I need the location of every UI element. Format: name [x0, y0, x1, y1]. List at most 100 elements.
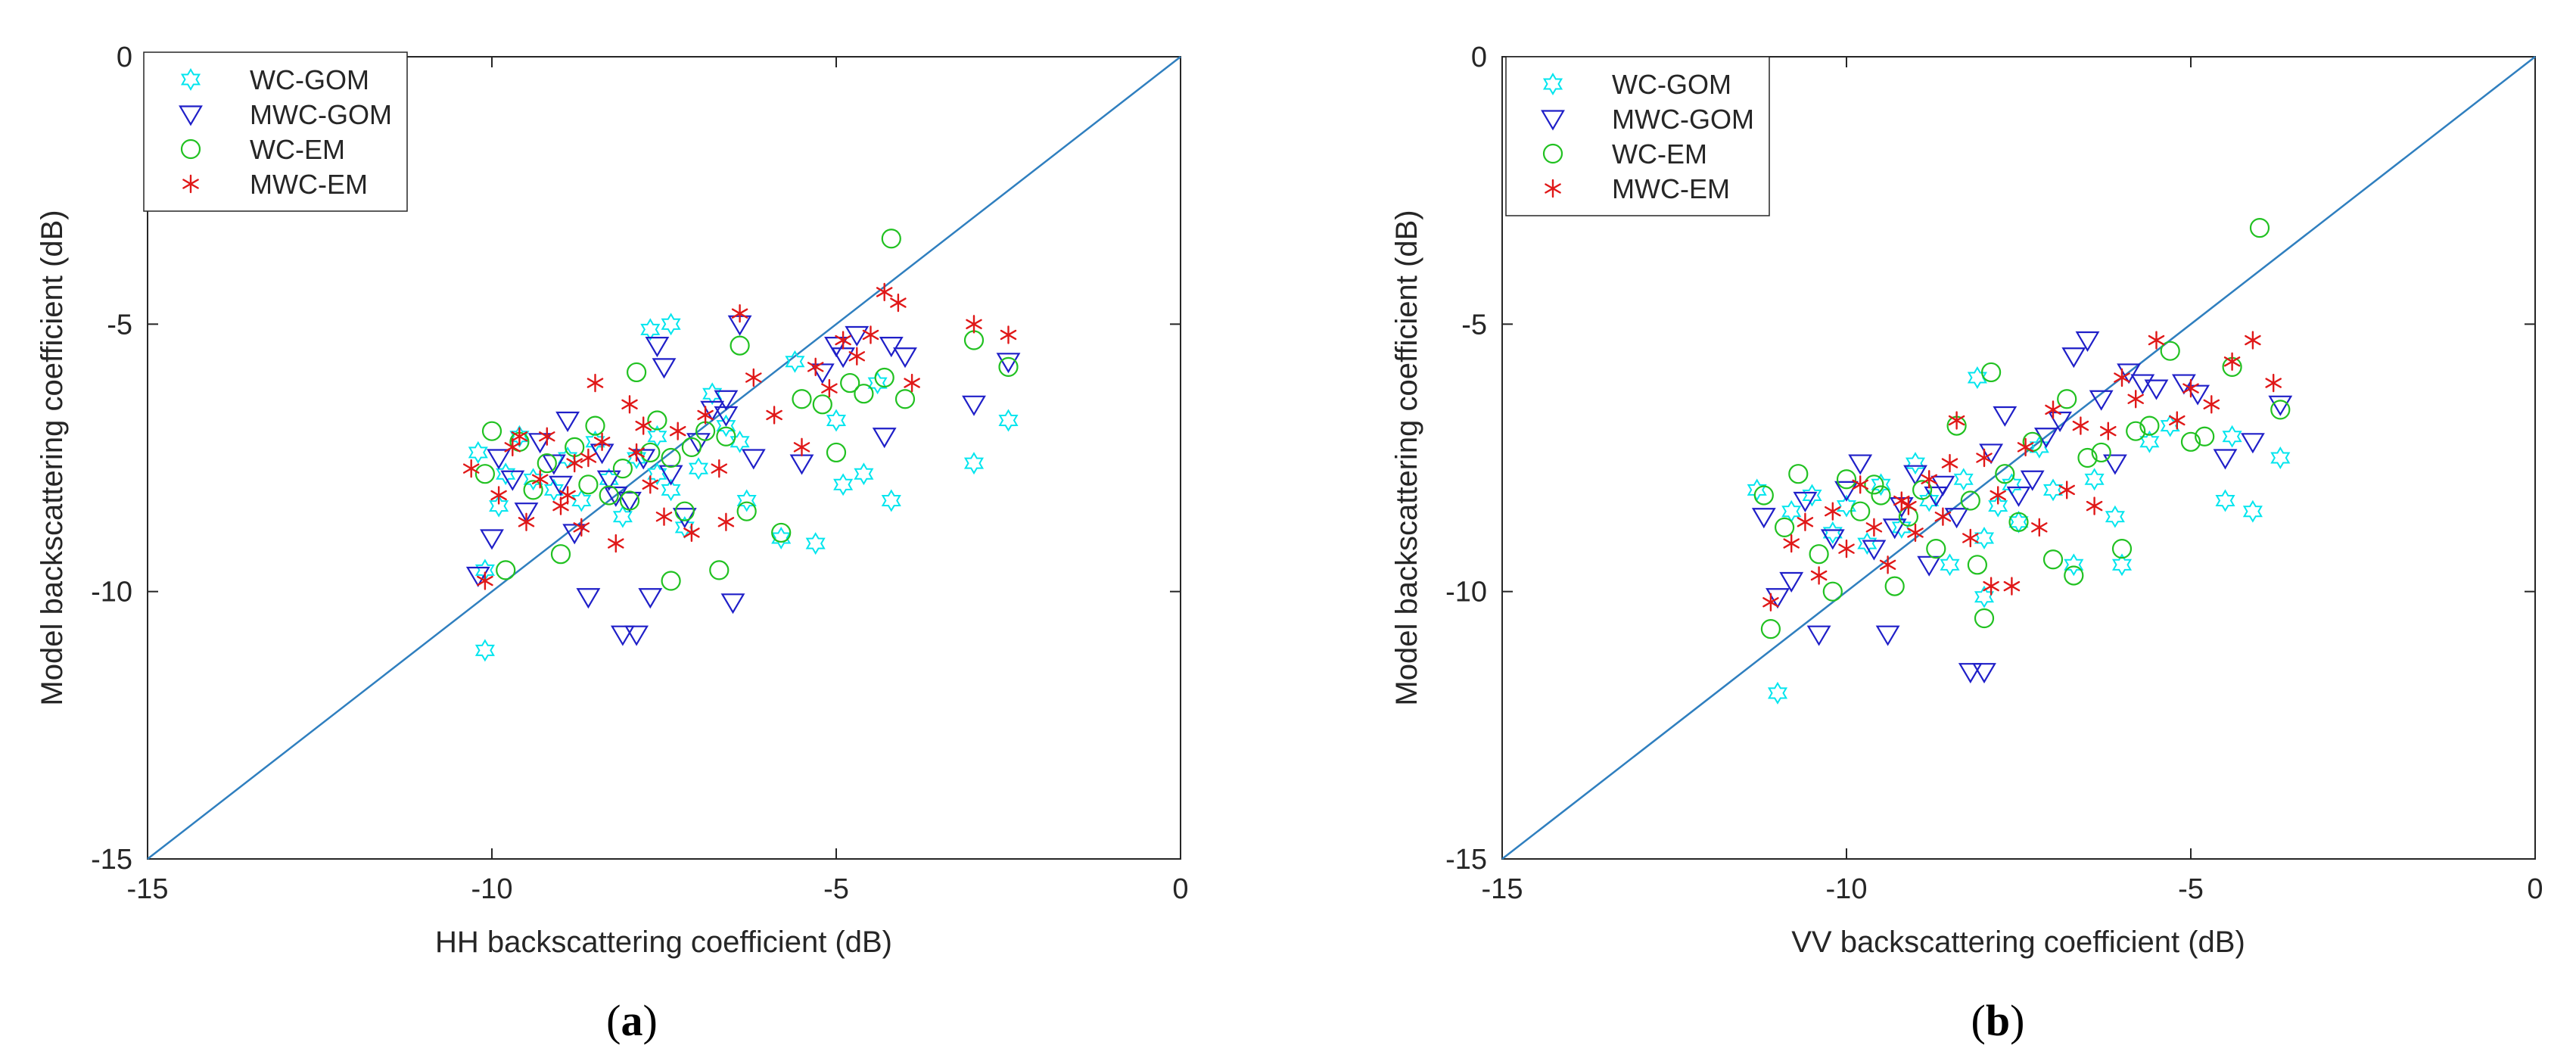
data-point — [2242, 499, 2263, 523]
data-point — [1995, 464, 2015, 484]
data-point — [487, 449, 512, 470]
series-wc-gom — [1747, 366, 2291, 705]
data-point — [2240, 433, 2265, 454]
x-tick-label: 0 — [2527, 873, 2543, 905]
data-point — [608, 534, 624, 553]
data-point — [1779, 571, 1804, 593]
data-point — [785, 350, 805, 373]
data-point — [610, 625, 635, 646]
data-point — [489, 494, 509, 518]
scatter-points — [1747, 218, 2293, 705]
data-point — [716, 414, 736, 437]
x-axis-label: HH backscattering coefficient (dB) — [435, 926, 892, 959]
data-point — [496, 462, 516, 486]
panel-label: (a) — [606, 996, 658, 1045]
data-point — [465, 566, 490, 587]
data-point — [647, 462, 667, 486]
data-point — [807, 357, 824, 377]
data-point — [2268, 395, 2293, 416]
data-point — [1806, 625, 1831, 646]
data-point — [1993, 406, 2018, 427]
data-point — [874, 367, 894, 388]
data-point — [1809, 544, 1829, 565]
data-point — [640, 442, 661, 463]
data-point — [1879, 555, 1896, 574]
data-point — [490, 486, 507, 505]
legend-entry: MWC-EM — [182, 169, 368, 200]
y-tick-label: -15 — [1445, 844, 1487, 876]
series-wc-gom — [468, 313, 1019, 662]
data-point — [661, 447, 681, 468]
data-point — [527, 433, 552, 454]
data-point — [593, 432, 611, 451]
data-point — [1793, 491, 1818, 513]
data-point — [1907, 523, 1924, 543]
data-point — [480, 529, 504, 550]
data-point — [2084, 468, 2105, 491]
data-point — [845, 325, 870, 347]
data-point — [833, 473, 854, 496]
legend-marker — [1545, 179, 1561, 198]
data-point — [996, 353, 1021, 374]
data-point — [730, 335, 750, 356]
panel-label: (b) — [1971, 996, 2025, 1045]
data-point — [1921, 470, 1937, 489]
data-point — [2182, 378, 2199, 398]
data-point — [1905, 452, 1926, 475]
data-point — [2086, 496, 2103, 515]
data-point — [2100, 422, 2117, 440]
data-point — [481, 421, 502, 441]
legend-label: MWC-GOM — [1612, 104, 1754, 135]
data-point — [2249, 218, 2270, 238]
legend-marker — [182, 174, 199, 194]
data-point — [621, 395, 638, 414]
data-point — [876, 282, 893, 302]
data-point — [2091, 442, 2111, 463]
y-axis-ticks: -15 -10 -5 0 — [1445, 42, 2535, 876]
x-tick-label: -15 — [127, 873, 169, 905]
y-tick-label: 0 — [1471, 42, 1487, 73]
data-point — [523, 468, 543, 491]
data-point — [1891, 515, 1912, 539]
data-point — [1766, 588, 1790, 609]
data-point — [867, 372, 888, 395]
data-point — [1871, 473, 1891, 496]
data-point — [805, 532, 826, 555]
data-point — [661, 571, 681, 591]
data-point — [881, 489, 901, 512]
data-point — [2180, 431, 2201, 452]
data-point — [1751, 508, 1776, 529]
data-point — [881, 229, 901, 249]
data-point — [1919, 489, 1940, 512]
data-point — [1967, 555, 1987, 575]
y-tick-label: -10 — [91, 577, 132, 608]
data-point — [854, 384, 874, 404]
data-point — [1944, 508, 1969, 529]
data-point — [1857, 532, 1878, 555]
data-point — [1972, 663, 1996, 684]
data-point — [635, 416, 652, 435]
y-tick-label: -5 — [1461, 309, 1487, 341]
data-point — [477, 571, 493, 590]
data-point — [1990, 486, 2006, 505]
data-point — [1912, 480, 1933, 500]
data-point — [1974, 527, 1995, 549]
data-point — [2089, 390, 2114, 411]
data-point — [717, 512, 735, 531]
data-point — [2057, 389, 2077, 409]
data-point — [1822, 521, 1843, 544]
data-point — [576, 588, 601, 609]
data-point — [468, 440, 488, 464]
data-point — [1917, 555, 1942, 577]
data-point — [1893, 491, 1910, 510]
data-point — [688, 457, 709, 481]
data-point — [1852, 475, 1868, 494]
data-point — [1924, 486, 1949, 507]
y-tick-label: -10 — [1445, 577, 1487, 608]
data-point — [474, 464, 496, 484]
data-point — [626, 362, 647, 383]
data-point — [1836, 469, 1857, 490]
data-point — [879, 337, 904, 358]
data-point — [2031, 518, 2048, 537]
